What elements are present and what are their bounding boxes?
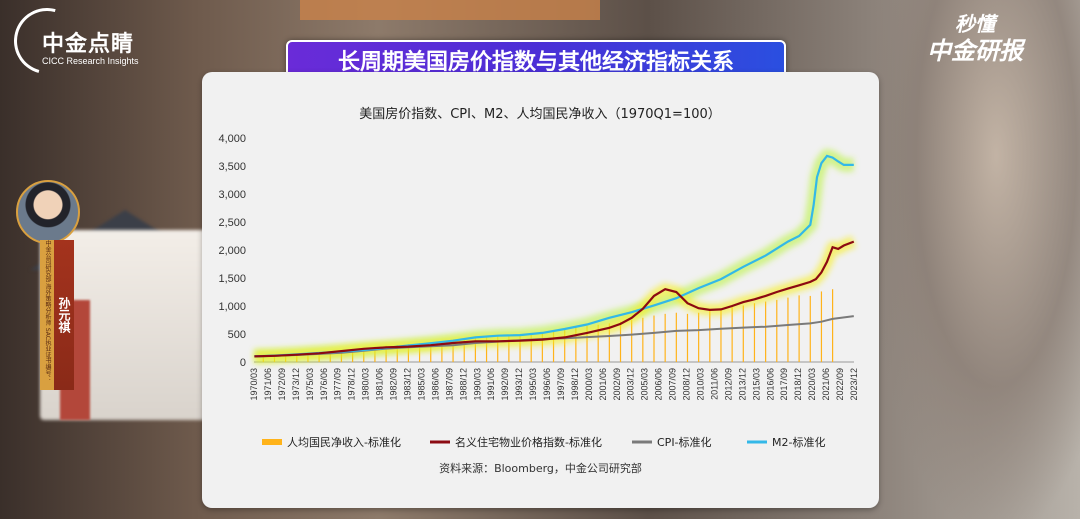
x-tick-label: 1991/06	[486, 368, 496, 401]
x-tick-label: 1978/12	[347, 368, 357, 401]
x-tick-label: 2020/03	[807, 368, 817, 401]
x-tick-label: 2023/12	[849, 368, 859, 401]
x-tick-label: 1995/03	[528, 368, 538, 401]
source-note: 资料来源：Bloomberg，中金公司研究部	[439, 462, 642, 475]
brand-line2: 中金研报	[927, 37, 1023, 65]
x-tick-label: 2001/06	[598, 368, 608, 401]
line-chart: 美国房价指数、CPI、M2、人均国民净收入（1970Q1=100） 0 500 1,0…	[218, 106, 859, 449]
chart-card: 美国房价指数、CPI、M2、人均国民净收入（1970Q1=100） 0 500 1,0…	[202, 72, 879, 508]
x-tick-label: 2013/12	[737, 368, 747, 401]
background-top-bar	[300, 0, 600, 20]
x-tick-label: 2002/09	[612, 368, 622, 401]
background-person	[870, 0, 1080, 519]
x-tick-label: 1972/09	[277, 368, 287, 401]
x-tick-label: 1981/06	[375, 368, 385, 401]
y-tick-label: 4,000	[218, 133, 246, 145]
housing-line	[254, 240, 855, 358]
x-tick-label: 2016/06	[765, 368, 775, 401]
x-tick-label: 2015/03	[751, 368, 761, 401]
chart-title: 美国房价指数、CPI、M2、人均国民净收入（1970Q1=100）	[359, 106, 721, 122]
x-tick-label: 2000/03	[584, 368, 594, 401]
x-tick-label: 1982/09	[389, 368, 399, 401]
x-tick-label: 1971/06	[263, 368, 273, 401]
x-tick-label: 1998/12	[570, 368, 580, 401]
x-tick-label: 1996/06	[542, 368, 552, 401]
y-tick-label: 1,000	[218, 301, 246, 313]
legend-label: 人均国民净收入-标准化	[287, 435, 401, 449]
brand-line1: 秒懂	[955, 12, 995, 36]
x-tick-label: 2022/09	[835, 368, 845, 401]
y-tick-label: 500	[228, 329, 246, 341]
x-tick-label: 1980/03	[361, 368, 371, 401]
x-tick-label: 1977/09	[333, 368, 343, 401]
x-tick-label: 1985/03	[416, 368, 426, 401]
x-tick-label: 1983/12	[402, 368, 412, 401]
x-tick-label: 1990/03	[472, 368, 482, 401]
y-tick-label: 0	[240, 357, 246, 369]
legend-label: M2-标准化	[772, 435, 825, 449]
x-tick-label: 2007/09	[668, 368, 678, 401]
legend-label: CPI-标准化	[657, 435, 712, 449]
x-tick-label: 1970/03	[249, 368, 259, 401]
x-tick-label: 1973/12	[291, 368, 301, 401]
x-tick-label: 1975/03	[305, 368, 315, 401]
x-tick-label: 2010/03	[696, 368, 706, 401]
y-tick-label: 3,500	[218, 161, 246, 173]
x-tick-label: 1997/09	[556, 368, 566, 401]
brand-logo-right: 秒懂 中金研报	[900, 12, 1050, 72]
cicc-logo: 中金点睛 CICC Research Insights	[1, 0, 154, 87]
y-tick-label: 2,500	[218, 217, 246, 229]
x-tick-label: 1993/12	[514, 368, 524, 401]
x-tick-label: 2006/06	[654, 368, 664, 401]
x-tick-label: 2005/03	[640, 368, 650, 401]
speaker-credential: 中金公司研究部 海外策略分析师 SAC执业证书编号：S0080522050002	[40, 240, 54, 390]
x-tick-label: 1987/09	[444, 368, 454, 401]
x-tick-label: 2008/12	[682, 368, 692, 401]
y-tick-label: 2,000	[218, 245, 246, 257]
y-tick-label: 1,500	[218, 273, 246, 285]
logo-title: 中金点睛	[42, 32, 135, 57]
legend-label: 名义住宅物业价格指数-标准化	[455, 435, 602, 449]
y-tick-label: 3,000	[218, 189, 246, 201]
x-tick-label: 2018/12	[793, 368, 803, 401]
x-tick-label: 2003/12	[626, 368, 636, 401]
x-tick-label: 1992/09	[500, 368, 510, 401]
speaker-name: 孙元祺	[54, 240, 74, 390]
x-tick-label: 1976/06	[319, 368, 329, 401]
x-tick-label: 2017/09	[779, 368, 789, 401]
logo-subtitle: CICC Research Insights	[42, 56, 139, 66]
speaker-avatar	[16, 180, 80, 244]
speaker-panel: 中金公司研究部 海外策略分析师 SAC执业证书编号：S0080522050002…	[16, 180, 80, 395]
x-tick-label: 1986/06	[430, 368, 440, 401]
x-tick-label: 2021/06	[821, 368, 831, 401]
x-tick-label: 2011/06	[709, 368, 719, 400]
x-tick-label: 2012/09	[723, 368, 733, 401]
x-tick-label: 1988/12	[458, 368, 468, 401]
